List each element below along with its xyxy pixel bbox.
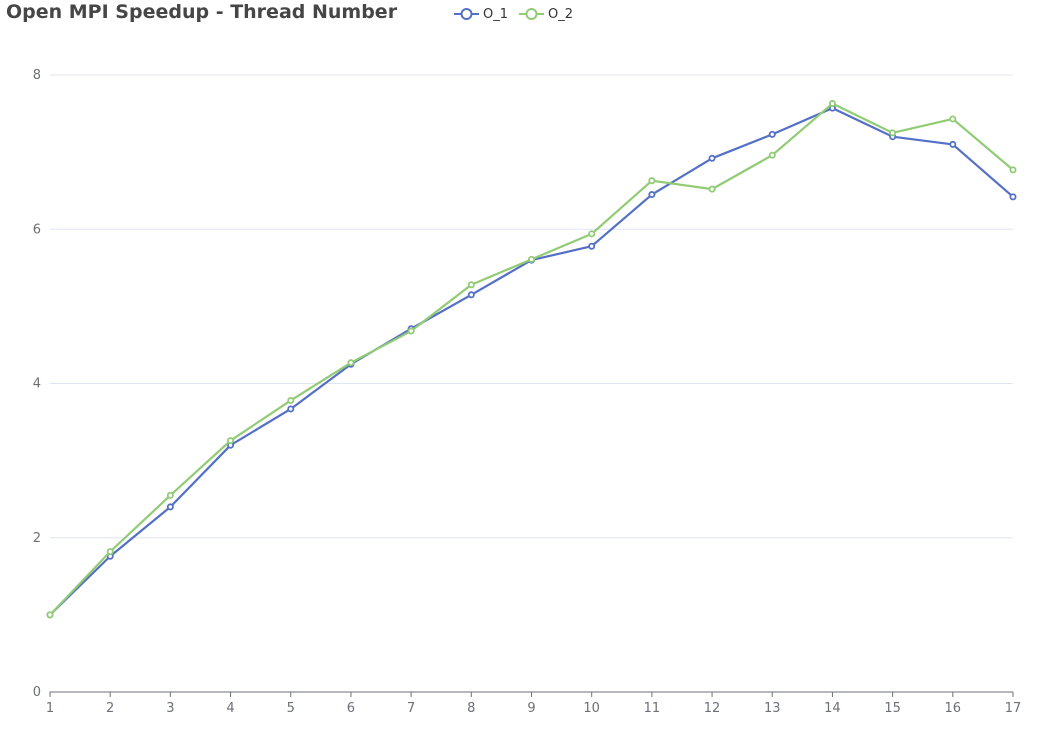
data-point — [347, 359, 355, 367]
chart-legend: O_1 O_2 — [454, 4, 584, 24]
x-tick-label: 10 — [583, 701, 600, 716]
chart-title: Open MPI Speedup - Thread Number — [6, 1, 398, 23]
y-tick-label: 4 — [33, 377, 41, 392]
data-point — [708, 154, 716, 162]
data-point — [889, 129, 897, 137]
data-point — [46, 611, 54, 619]
legend-line-o2-icon — [519, 8, 545, 20]
data-point — [828, 100, 836, 108]
x-tick-label: 15 — [884, 701, 901, 716]
series-line — [49, 107, 1014, 616]
data-point — [407, 327, 415, 335]
data-point — [106, 548, 114, 556]
x-tick-label: 17 — [1005, 701, 1022, 716]
x-tick-label: 1 — [46, 701, 54, 716]
data-point — [287, 396, 295, 404]
data-point — [166, 503, 174, 511]
x-tick-label: 13 — [764, 701, 781, 716]
data-point — [708, 185, 716, 193]
data-point — [648, 191, 656, 199]
legend-label-o2: O_2 — [548, 6, 574, 22]
x-tick-label: 16 — [945, 701, 962, 716]
data-point — [287, 405, 295, 413]
x-tick-label: 4 — [226, 701, 234, 716]
series-o-1 — [46, 104, 1017, 619]
x-tick-label: 3 — [166, 701, 174, 716]
x-tick-label: 5 — [287, 701, 295, 716]
x-tick-label: 8 — [467, 701, 475, 716]
y-tick-label: 8 — [33, 68, 41, 83]
y-tick-label: 0 — [33, 685, 41, 700]
legend-item-o1[interactable]: O_1 — [454, 7, 508, 22]
x-tick-label: 7 — [407, 701, 415, 716]
data-point — [1009, 193, 1017, 201]
data-point — [949, 140, 957, 148]
data-point — [949, 115, 957, 123]
data-point — [768, 130, 776, 138]
series-lines — [46, 100, 1017, 619]
series-o-2 — [46, 100, 1017, 619]
data-point — [768, 151, 776, 159]
data-point — [588, 242, 596, 250]
y-tick-label: 2 — [33, 531, 41, 546]
data-point — [1009, 166, 1017, 174]
x-tick-label: 2 — [106, 701, 114, 716]
data-point — [227, 437, 235, 445]
data-point — [588, 230, 596, 238]
legend-line-o1-icon — [454, 8, 479, 20]
x-tick-label: 9 — [527, 701, 535, 716]
data-point — [467, 291, 475, 299]
data-point — [648, 177, 656, 185]
data-point — [467, 281, 475, 289]
x-tick-label: 6 — [347, 701, 355, 716]
x-tick-label: 12 — [704, 701, 721, 716]
y-tick-label: 6 — [33, 222, 41, 237]
data-point — [528, 255, 536, 263]
x-tick-label: 14 — [824, 701, 841, 716]
legend-label-o1: O_1 — [483, 6, 509, 22]
x-tick-label: 11 — [644, 701, 661, 716]
data-point — [166, 491, 174, 499]
legend-item-o2[interactable]: O_2 — [519, 7, 573, 22]
gridlines — [50, 74, 1013, 539]
